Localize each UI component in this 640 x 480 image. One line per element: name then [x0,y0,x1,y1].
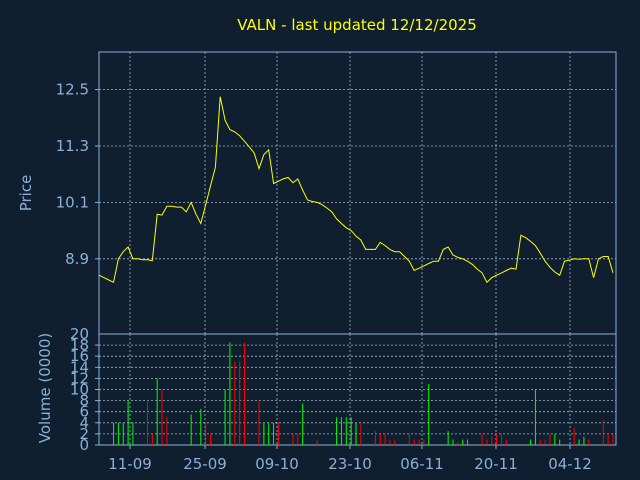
volume-y-tick-label: 6 [79,403,89,421]
price-panel: 8.9 10.1 11.3 12.5 Price [17,51,617,335]
volume-x-ticks: 11-09 25-09 09-10 23-10 06-11 20-11 04-12 [108,445,592,473]
volume-y-tick-label: 0 [79,436,89,454]
volume-y-tick-label: 10 [70,381,89,399]
volume-y-tick-label: 20 [70,325,89,343]
volume-y-tick-label: 16 [70,347,89,365]
volume-y-tick-label: 12 [70,369,89,387]
x-tick-label: 11-09 [108,455,152,473]
price-series-line [98,96,614,284]
x-tick-label: 06-11 [400,455,444,473]
chart-title: VALN - last updated 12/12/2025 [237,16,477,34]
price-y-tick-label: 12.5 [56,81,89,99]
volume-grid [99,334,616,446]
volume-y-tick-label: 8 [79,392,89,410]
volume-bars [113,342,614,445]
x-tick-label: 25-09 [183,455,227,473]
x-tick-label: 20-11 [474,455,518,473]
volume-y-tick-label: 4 [79,414,89,432]
price-plot-frame [98,51,617,335]
x-tick-label: 23-10 [328,455,372,473]
volume-y-tick-label: 2 [79,425,89,443]
price-axis-label: Price [17,175,35,212]
price-grid [99,52,616,334]
volume-y-tick-label: 18 [70,336,89,354]
volume-axis-label: Volume (0000) [36,333,54,443]
price-y-tick-label: 11.3 [56,137,89,155]
x-tick-label: 04-12 [548,455,592,473]
price-y-ticks: 8.9 10.1 11.3 12.5 [56,81,99,268]
volume-y-tick-label: 14 [70,358,89,376]
price-y-tick-label: 10.1 [56,193,89,211]
price-y-tick-label: 8.9 [65,250,89,268]
x-tick-label: 09-10 [255,455,299,473]
volume-plot-frame [98,333,617,446]
